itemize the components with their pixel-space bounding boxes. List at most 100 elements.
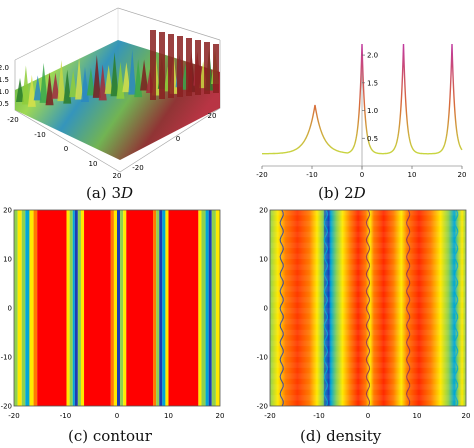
x-tick-label: -20 (256, 171, 267, 179)
contour-band (80, 210, 85, 406)
contour-band (201, 210, 206, 406)
contour-band (162, 210, 166, 406)
y-tick-label: 20 (208, 112, 217, 120)
y-tick-label: -10 (257, 354, 268, 362)
contour-band (120, 210, 124, 406)
contour-band (168, 210, 199, 406)
x-tick-label: 10 (164, 412, 173, 420)
surface-ridge (122, 62, 131, 93)
surface-ridge (27, 74, 36, 107)
density-ripple (270, 264, 466, 270)
density-ripple (270, 275, 466, 281)
caption-c: (c) contour (68, 427, 152, 445)
contour-band (205, 210, 209, 406)
contour-band (123, 210, 127, 406)
density-ripple (270, 242, 466, 249)
surface-ridge (98, 64, 107, 101)
y-tick-label: 10 (259, 256, 268, 264)
x-tick-label: 20 (113, 172, 122, 180)
density-ripple (270, 340, 466, 347)
surface-ridge (159, 32, 165, 99)
panel-b-2d-plot: -20 -10 0 10 20 0.5 1.0 1.5 2.0 (250, 38, 470, 183)
panel-c-contour-plot: -20 -10 0 10 20 20 10 0 -10 -20 (0, 204, 232, 424)
density-ripple (270, 286, 466, 292)
y-tick-label: 20 (3, 207, 12, 215)
surface-ridge (92, 54, 101, 98)
x-tick-label: 10 (89, 160, 98, 168)
x-tick-label: -20 (264, 412, 275, 420)
contour-band (159, 210, 163, 406)
contour-band (66, 210, 70, 406)
density-ripple (270, 231, 466, 238)
surface-ridge (204, 42, 210, 94)
surface-ridge (150, 30, 156, 100)
contour-band (25, 210, 30, 406)
y-tick-label: -20 (132, 164, 143, 172)
panel-d-density-plot: -20 -10 0 10 20 20 10 0 -10 -20 (240, 204, 474, 424)
surface-ridge (16, 78, 24, 102)
z-tick-label: 1.0 (0, 88, 9, 96)
contour-band (110, 210, 114, 406)
x-tick-label: -10 (60, 412, 71, 420)
x-tick-label: 20 (216, 412, 225, 420)
density-wave-line (279, 209, 284, 407)
contour-band (126, 210, 154, 406)
x-tick-label: 0 (64, 145, 68, 153)
y-tick-label: 0 (264, 305, 268, 313)
contour-band (208, 210, 212, 406)
surface-ridge (168, 34, 174, 98)
z-tick-label: 2.0 (0, 64, 9, 72)
y-tick-label: 1.5 (367, 79, 378, 87)
y-tick-label: 1.0 (367, 107, 378, 115)
surface-ridge (81, 67, 89, 102)
contour-band (74, 210, 78, 406)
surface-ridge (51, 72, 60, 99)
contour-band (215, 210, 220, 406)
surface-3d-plot: 2.0 1.5 1.0 0.5 -20 -10 0 10 20 -20 0 20 (0, 7, 221, 180)
tick-labels: -20 -10 0 10 20 20 10 0 -10 -20 (257, 207, 471, 421)
x-tick-label: -10 (306, 171, 317, 179)
surface-ridge (186, 38, 192, 96)
density-plot: -20 -10 0 10 20 20 10 0 -10 -20 (257, 207, 471, 421)
y-tick-label: -20 (1, 403, 12, 411)
surface-ridge (69, 70, 78, 98)
contour-band (21, 210, 26, 406)
y-tick-label: 0 (8, 305, 12, 313)
surface-ridge (134, 59, 143, 98)
tick-labels: -20 -10 0 10 20 0.5 1.0 1.5 2.0 (256, 52, 466, 179)
surface-ridge (140, 59, 149, 91)
density-ripple (270, 384, 466, 390)
surface-ridge (45, 72, 54, 106)
density-ripple (270, 297, 466, 303)
surface-ridge (86, 67, 95, 96)
density-wave-lines (270, 209, 466, 407)
density-wave-line (406, 209, 411, 407)
x-tick-label: 10 (408, 171, 417, 179)
density-ripple (270, 318, 466, 325)
y-tick-label: 2.0 (367, 52, 378, 60)
surface-ridge (195, 40, 201, 95)
surface-ridge (116, 61, 125, 99)
contour-plot: -20 -10 0 10 20 20 10 0 -10 -20 (1, 207, 225, 421)
panel-a-3d-plot: 2.0 1.5 1.0 0.5 -20 -10 0 10 20 -20 0 20 (0, 0, 232, 180)
plot-frame (13, 209, 221, 407)
contour-band (77, 210, 81, 406)
surface-ridge (110, 52, 119, 97)
density-ripple (270, 362, 466, 368)
density-wave-line (323, 209, 328, 407)
contour-band (117, 210, 121, 406)
x-tick-label: 0 (115, 412, 119, 420)
contour-bands (14, 210, 220, 406)
x-tick-label: -10 (34, 131, 45, 139)
x-tick-label: 20 (458, 171, 467, 179)
surface-ridge (128, 49, 137, 95)
y-tick-label: -20 (257, 403, 268, 411)
y-tick-label: 0.5 (367, 135, 378, 143)
density-band (323, 210, 329, 406)
y-tick-label: 20 (259, 207, 268, 215)
surface-ridge (104, 64, 113, 94)
contour-band (14, 210, 18, 406)
x-tick-label: 0 (366, 412, 370, 420)
x-tick-label: -20 (8, 412, 19, 420)
y-tick-label: 10 (3, 256, 12, 264)
